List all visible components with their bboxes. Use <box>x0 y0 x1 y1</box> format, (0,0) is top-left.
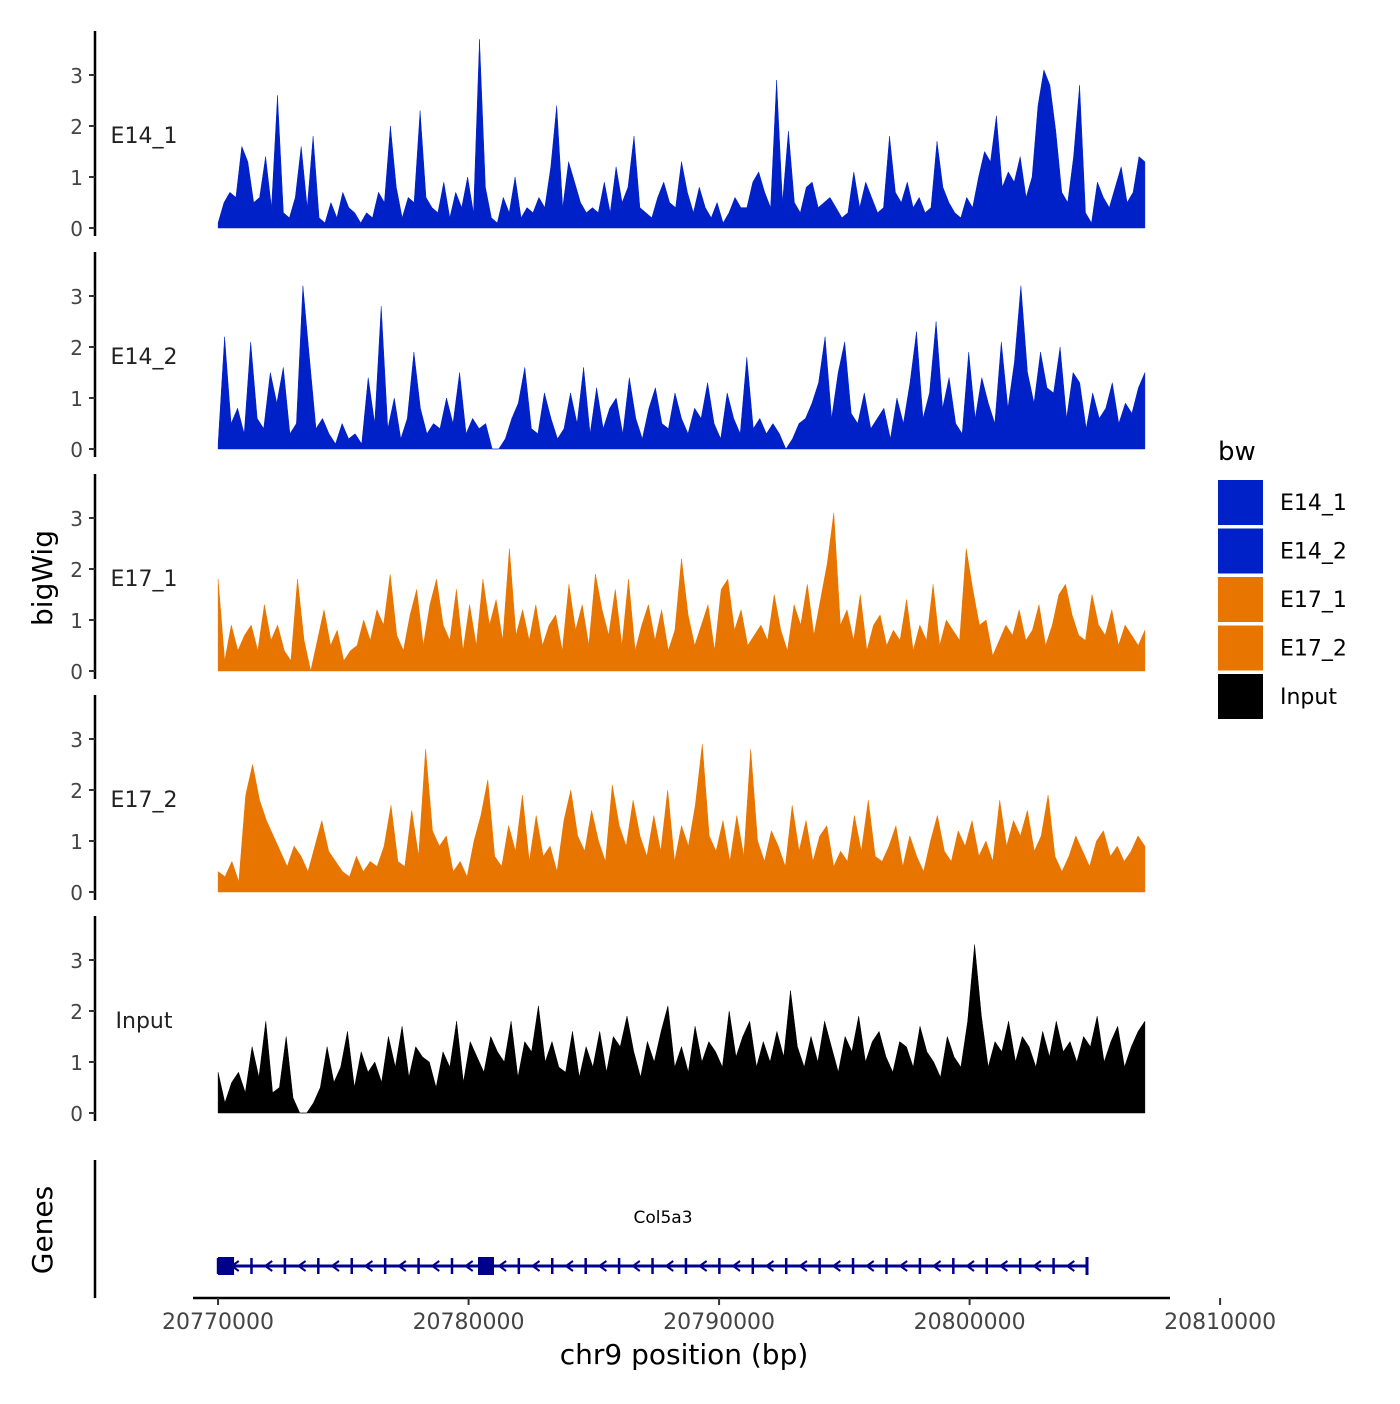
track-panels: 0 1 2 3 E14_1 0 1 2 3 E14_2 0 1 2 3 E17_1 0 1 2 3 E17_2 0 1 2 3… <box>70 31 1146 1126</box>
track-label: E17_2 <box>111 788 178 813</box>
track-panel-input: 0 1 2 3 Input <box>70 916 1146 1126</box>
gene-strand-arrow <box>1065 1260 1075 1272</box>
y-tick-label: 3 <box>70 285 83 309</box>
track-panel-e14-1: 0 1 2 3 E14_1 <box>70 31 1146 241</box>
y-tick-label: 2 <box>70 779 83 803</box>
legend-label: E17_1 <box>1280 588 1347 613</box>
gene-strand-arrow <box>764 1260 775 1272</box>
gene-strand-arrow <box>798 1260 808 1272</box>
y-tick-label: 3 <box>70 728 83 752</box>
y-tick-label: 2 <box>70 336 83 360</box>
legend-title: bw <box>1218 437 1256 467</box>
track-label: Input <box>116 1009 173 1034</box>
series-area-e17-1 <box>217 512 1146 672</box>
gene-strand-arrow <box>263 1260 273 1272</box>
y-tick-label: 0 <box>70 881 83 905</box>
y-tick-label: 3 <box>70 64 83 88</box>
track-label: E14_1 <box>111 124 178 149</box>
gene-strand-arrow <box>831 1260 841 1272</box>
legend-swatch <box>1218 625 1263 671</box>
legend-swatch <box>1218 528 1263 574</box>
gene-strand-arrow <box>998 1260 1009 1272</box>
track-label: E14_2 <box>111 345 178 370</box>
gene-strand-arrow <box>463 1260 474 1272</box>
x-tick-label: 20800000 <box>914 1310 1026 1335</box>
gene-strand-arrow <box>631 1260 641 1272</box>
x-axis-label: chr9 position (bp) <box>560 1338 809 1371</box>
track-label: E17_1 <box>111 567 178 592</box>
gene-strand-arrow <box>430 1260 440 1272</box>
y-tick-label: 1 <box>70 830 83 854</box>
gene-strand-arrow <box>965 1260 975 1272</box>
gene-strand-arrow <box>697 1260 708 1272</box>
y-tick-label: 3 <box>70 949 83 973</box>
legend-label: E14_1 <box>1280 491 1347 516</box>
y-tick-label: 1 <box>70 166 83 190</box>
gene-exon-block <box>218 1257 235 1275</box>
legend-label: E14_2 <box>1280 540 1347 565</box>
y-tick-label: 1 <box>70 387 83 411</box>
gene-strand-arrow <box>898 1260 908 1272</box>
x-tick-label: 20810000 <box>1164 1310 1276 1335</box>
x-tick-label: 20780000 <box>413 1310 525 1335</box>
x-axis: 20770000 20780000 20790000 20800000 20810000 <box>162 1296 1276 1335</box>
gene-strand-arrow <box>731 1260 741 1272</box>
x-tick-label: 20770000 <box>162 1310 274 1335</box>
gene-strand-arrow <box>597 1260 607 1272</box>
gene-strand-arrow <box>865 1260 875 1272</box>
gene-track: Col5a3 <box>93 1160 1089 1298</box>
y-tick-label: 1 <box>70 609 83 633</box>
y-tick-label: 2 <box>70 1000 83 1024</box>
gene-strand-arrow <box>397 1260 407 1272</box>
gene-strand-arrow <box>330 1260 340 1272</box>
y-tick-label: 2 <box>70 558 83 582</box>
y-tick-label: 0 <box>70 217 83 241</box>
gene-strand-arrow <box>230 1260 240 1272</box>
genes-axis-label: Genes <box>26 1186 59 1274</box>
legend-label: E17_2 <box>1280 637 1347 662</box>
track-panel-e17-1: 0 1 2 3 E17_1 <box>70 474 1146 684</box>
legend-label: Input <box>1280 685 1337 710</box>
gene-strand-arrow <box>530 1260 541 1272</box>
x-tick-label: 20790000 <box>663 1310 775 1335</box>
series-area-e14-1 <box>217 39 1146 229</box>
gene-strand-arrow <box>296 1260 307 1272</box>
legend: bw E14_1 E14_2 E17_1 E17_2 Input <box>1218 437 1347 719</box>
legend-swatch <box>1218 480 1263 525</box>
gene-strand-arrow <box>497 1260 507 1272</box>
track-panel-e14-2: 0 1 2 3 E14_2 <box>70 252 1146 462</box>
gene-strand-arrow <box>664 1260 674 1272</box>
y-axis-label: bigWig <box>26 530 59 626</box>
track-panel-e17-2: 0 1 2 3 E17_2 <box>70 695 1146 905</box>
y-tick-label: 2 <box>70 115 83 139</box>
series-area-input <box>217 944 1146 1114</box>
gene-strand-arrow <box>931 1260 942 1272</box>
series-area-e17-2 <box>217 744 1146 893</box>
legend-swatch <box>1218 674 1263 719</box>
gene-name-label: Col5a3 <box>633 1208 692 1228</box>
y-tick-label: 3 <box>70 507 83 531</box>
gene-strand-arrow <box>1032 1260 1042 1272</box>
legend-swatch <box>1218 577 1263 622</box>
y-tick-label: 0 <box>70 660 83 684</box>
y-tick-label: 0 <box>70 438 83 462</box>
gene-strand-arrow <box>363 1260 374 1272</box>
y-tick-label: 0 <box>70 1102 83 1126</box>
gene-strand-arrow <box>564 1260 574 1272</box>
series-area-e14-2 <box>217 285 1146 450</box>
y-tick-label: 1 <box>70 1051 83 1075</box>
